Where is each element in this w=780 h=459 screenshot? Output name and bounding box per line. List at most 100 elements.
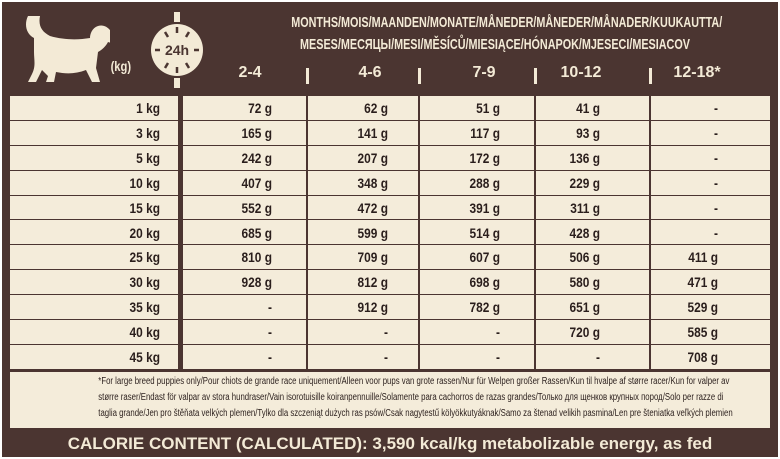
months-heading-line2: MESES/МЕСЯЦЫ/MESI/MĚSÍCŮ/MIESIĄCE/HÓNAPO…	[300, 36, 690, 53]
calorie-content: CALORIE CONTENT (CALCULATED): 3,590 kcal…	[67, 434, 713, 453]
portion-cell: 411 g	[688, 249, 718, 266]
portion-cell: 348 g	[357, 174, 388, 191]
column-divider	[649, 96, 651, 370]
weight-cell: 30 kg	[129, 274, 160, 291]
footnote-line: *For large breed puppies only/Pour chiot…	[98, 376, 730, 387]
table-row: 45 kg - - - - 708 g	[10, 345, 770, 370]
weight-cell: 1 kg	[136, 100, 160, 116]
portion-cell: 72 g	[248, 100, 272, 116]
portion-cell: 41 g	[576, 100, 600, 116]
table-row: 25 kg 810 g 709 g 607 g 506 g 411 g	[10, 245, 770, 271]
portion-cell: 552 g	[241, 199, 272, 216]
weight-unit-label: (kg)	[110, 58, 132, 74]
age-column-header: 4-6	[358, 64, 382, 81]
weight-cell: 35 kg	[129, 299, 160, 316]
portion-cell: 698 g	[469, 274, 500, 291]
weight-cell: 3 kg	[136, 124, 160, 141]
column-divider	[418, 96, 420, 370]
portion-cell: 529 g	[687, 299, 718, 316]
weight-cell: 5 kg	[136, 149, 160, 166]
portion-cell: 51 g	[476, 100, 500, 116]
portion-cell: 651 g	[569, 299, 600, 316]
portion-cell: -	[496, 349, 500, 365]
portion-cell: 928 g	[241, 274, 272, 291]
portion-cell: -	[714, 174, 718, 191]
table-row: 1 kg 72 g 62 g 51 g 41 g -	[10, 96, 770, 121]
portion-cell: 62 g	[364, 100, 388, 116]
portion-cell: 607 g	[469, 249, 500, 266]
portion-cell: -	[714, 224, 718, 241]
weight-cell: 25 kg	[129, 249, 160, 266]
portion-cell: 165 g	[241, 124, 272, 141]
table-row: 30 kg 928 g 812 g 698 g 580 g 471 g	[10, 270, 770, 296]
column-divider	[306, 96, 308, 370]
portion-cell: -	[596, 349, 600, 365]
clock-label: 24h	[165, 42, 189, 58]
column-divider	[178, 96, 183, 370]
portion-cell: 141 g	[357, 124, 388, 141]
age-column-header: 12-18*	[673, 64, 721, 81]
portion-cell: 229 g	[569, 174, 600, 191]
portion-cell: -	[268, 299, 272, 316]
portion-cell: 708 g	[687, 349, 718, 365]
age-column-header: 7-9	[472, 64, 496, 81]
portion-cell: -	[384, 324, 388, 341]
portion-cell: 580 g	[569, 274, 600, 291]
portion-cell: 810 g	[241, 249, 272, 266]
table-row: 5 kg 242 g 207 g 172 g 136 g -	[10, 146, 770, 171]
age-column-header: 10-12	[560, 64, 602, 81]
table-row: 40 kg - - - 720 g 585 g	[10, 320, 770, 345]
table-row: 10 kg 407 g 348 g 288 g 229 g -	[10, 171, 770, 196]
weight-cell: 20 kg	[129, 224, 160, 241]
portion-cell: 514 g	[469, 224, 500, 241]
table-row: 35 kg - 912 g 782 g 651 g 529 g	[10, 295, 770, 321]
column-divider	[534, 96, 536, 370]
months-heading-line1: MONTHS/MOIS/MAANDEN/MONATE/MÅNEDER/MÅNED…	[291, 14, 723, 31]
portion-cell: -	[714, 149, 718, 166]
header-divider	[649, 68, 652, 84]
portion-cell: 599 g	[357, 224, 388, 241]
portion-cell: 311 g	[570, 199, 600, 216]
portion-cell: 172 g	[469, 149, 500, 166]
portion-cell: 428 g	[569, 224, 600, 241]
portion-cell: -	[384, 349, 388, 365]
portion-cell: 207 g	[357, 149, 388, 166]
portion-cell: 242 g	[241, 149, 272, 166]
portion-cell: 407 g	[241, 174, 272, 191]
portion-cell: 812 g	[357, 274, 388, 291]
portion-cell: -	[714, 199, 718, 216]
header-divider	[306, 68, 309, 84]
table-row: 15 kg 552 g 472 g 391 g 311 g -	[10, 196, 770, 221]
portion-cell: 720 g	[569, 324, 600, 341]
weight-cell: 45 kg	[129, 349, 160, 365]
portion-cell: 912 g	[357, 299, 388, 316]
age-column-header: 2-4	[238, 64, 262, 81]
portion-cell: 93 g	[576, 124, 600, 141]
table-header: (kg) 24h MONTHS/MOIS/MAANDEN/MONATE/MÅNE…	[2, 2, 778, 96]
feeding-table: 1 kg 72 g 62 g 51 g 41 g - 3 kg 165 g 141 g 117 g…	[10, 96, 770, 370]
weight-cell: 15 kg	[129, 199, 160, 216]
footnote-line: større raser/Endast för valpar av stora …	[98, 392, 724, 403]
portion-cell: 506 g	[569, 249, 600, 266]
portion-cell: 288 g	[469, 174, 500, 191]
portion-cell: 685 g	[241, 224, 272, 241]
portion-cell: 782 g	[469, 299, 500, 316]
portion-cell: -	[714, 100, 718, 116]
footnote-line: taglia grande/Jen pro štěňata velkých pl…	[98, 408, 733, 419]
portion-cell: -	[268, 349, 272, 365]
table-row: 20 kg 685 g 599 g 514 g 428 g -	[10, 221, 770, 246]
weight-cell: 40 kg	[129, 324, 160, 341]
portion-cell: 709 g	[357, 249, 388, 266]
portion-cell: 471 g	[687, 274, 718, 291]
portion-cell: -	[496, 324, 500, 341]
footnote: *For large breed puppies only/Pour chiot…	[10, 370, 770, 428]
portion-cell: 472 g	[357, 199, 388, 216]
clock-24h-icon: 24h	[151, 12, 203, 88]
header-divider	[534, 68, 537, 84]
portion-cell: 391 g	[469, 199, 500, 216]
portion-cell: -	[268, 324, 272, 341]
table-row: 3 kg 165 g 141 g 117 g 93 g -	[10, 121, 770, 146]
portion-cell: -	[714, 124, 718, 141]
weight-cell: 10 kg	[129, 174, 160, 191]
